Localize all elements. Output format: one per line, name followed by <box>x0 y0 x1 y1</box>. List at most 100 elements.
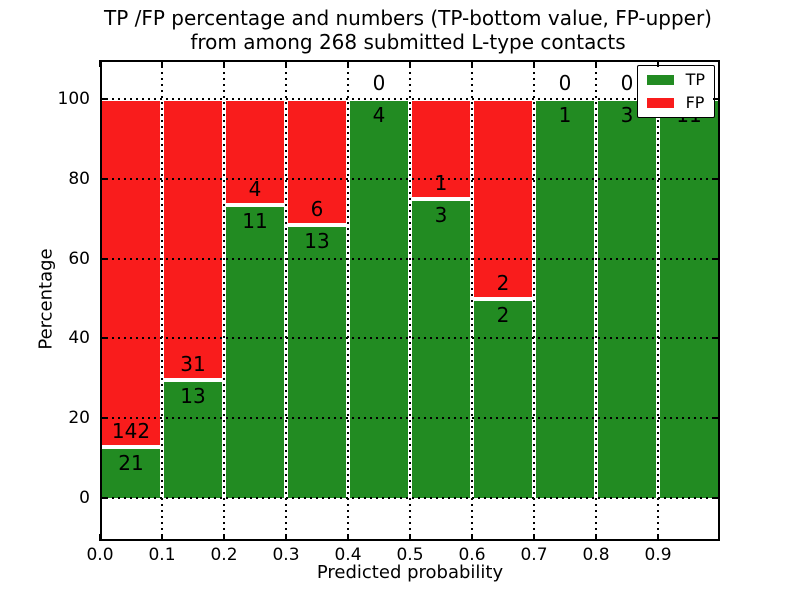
y-tick-label: 20 <box>68 408 90 429</box>
tp-bar-segment <box>286 225 348 500</box>
y-gridline <box>100 497 720 499</box>
x-tick-mark <box>409 534 411 541</box>
x-tick-mark <box>161 534 163 541</box>
fp-bar-segment <box>286 99 348 225</box>
x-tick-mark <box>285 60 287 67</box>
x-tick-label: 0.3 <box>272 545 300 565</box>
legend-item-tp: TP <box>646 70 705 89</box>
x-tick-label: 0.9 <box>644 545 672 565</box>
fp-bar-segment <box>224 99 286 206</box>
fp-bar-segment <box>100 99 162 447</box>
fp-count-label: 0 <box>620 71 634 95</box>
tp-bar-segment <box>162 380 224 500</box>
x-gridline <box>347 60 349 541</box>
x-gridline <box>595 60 597 541</box>
tp-bar-segment <box>472 298 534 500</box>
y-gridline <box>100 98 720 100</box>
x-tick-mark <box>347 534 349 541</box>
y-tick-mark <box>713 497 720 499</box>
y-gridline <box>100 417 720 420</box>
x-gridline <box>657 60 659 541</box>
tp-bar-segment <box>658 99 720 500</box>
y-tick-mark <box>100 177 107 180</box>
tp-count-label: 13 <box>304 229 330 253</box>
y-tick-mark <box>100 98 107 100</box>
x-tick-mark <box>595 60 597 67</box>
fp-count-label: 1 <box>434 170 448 195</box>
x-tick-label: 0.5 <box>396 545 424 565</box>
y-tick-mark <box>100 337 107 340</box>
tp-count-label: 11 <box>242 209 268 234</box>
x-tick-mark <box>471 60 473 67</box>
y-tick-mark <box>713 417 720 420</box>
x-tick-mark <box>99 534 101 541</box>
y-tick-label: 40 <box>68 328 90 349</box>
x-tick-label: 0.6 <box>458 545 486 565</box>
x-tick-mark <box>533 60 535 67</box>
x-tick-mark <box>533 534 535 541</box>
tp-legend-label: TP <box>685 70 705 89</box>
legend-item-fp: FP <box>646 93 705 112</box>
tp-bar-segment <box>224 205 286 500</box>
y-tick-mark <box>713 257 720 260</box>
x-tick-label: 0.2 <box>210 545 238 565</box>
x-tick-mark <box>161 60 163 67</box>
tp-count-label: 13 <box>180 384 206 409</box>
y-gridline <box>100 337 720 340</box>
x-tick-mark <box>285 534 287 541</box>
legend: TP FP <box>636 65 715 118</box>
y-tick-mark <box>100 257 107 260</box>
tp-count-label: 1 <box>558 103 572 127</box>
tp-bar-segment <box>410 198 472 500</box>
x-tick-mark <box>409 60 411 67</box>
x-tick-label: 0.8 <box>582 545 610 565</box>
x-tick-label: 0.0 <box>86 545 114 565</box>
tp-count-label: 3 <box>434 202 448 227</box>
x-tick-mark <box>471 534 473 541</box>
tp-count-label: 2 <box>496 302 510 327</box>
x-gridline <box>161 60 163 541</box>
tp-count-label: 3 <box>620 103 634 127</box>
y-tick-mark <box>713 98 720 100</box>
x-gridline <box>285 60 287 541</box>
x-tick-label: 0.4 <box>334 545 362 565</box>
x-tick-mark <box>223 60 225 67</box>
y-tick-label: 0 <box>79 488 90 508</box>
fp-legend-label: FP <box>685 93 705 112</box>
y-gridline <box>100 177 720 180</box>
fp-count-label: 6 <box>310 197 324 221</box>
fp-legend-swatch <box>646 98 674 108</box>
y-tick-label: 80 <box>68 168 90 189</box>
x-gridline <box>471 60 473 541</box>
fp-count-label: 0 <box>372 71 386 95</box>
tp-bar-segment <box>348 99 410 500</box>
x-gridline <box>533 60 535 541</box>
y-gridline <box>100 257 720 260</box>
x-tick-mark <box>657 534 659 541</box>
x-tick-label: 0.7 <box>520 545 548 565</box>
y-tick-label: 100 <box>57 89 90 109</box>
fp-count-label: 2 <box>496 270 510 295</box>
chart-title-line1: TP /FP percentage and numbers (TP-bottom… <box>104 6 712 30</box>
y-tick-mark <box>713 337 720 340</box>
x-tick-mark <box>99 60 101 67</box>
tp-count-label: 4 <box>372 103 386 127</box>
x-axis-label: Predicted probability <box>316 562 504 583</box>
tp-bar-segment <box>534 99 596 500</box>
x-gridline <box>409 60 411 541</box>
x-tick-mark <box>657 60 659 67</box>
x-tick-mark <box>347 60 349 67</box>
tp-bar-segment <box>596 99 658 500</box>
y-tick-mark <box>713 177 720 180</box>
y-tick-mark <box>100 417 107 420</box>
y-tick-mark <box>100 497 107 499</box>
x-tick-mark <box>223 534 225 541</box>
tp-count-label: 21 <box>118 450 144 475</box>
chart-title-line2: from among 268 submitted L-type contacts <box>190 30 626 54</box>
fp-count-label: 0 <box>558 71 572 95</box>
tp-legend-swatch <box>646 75 674 85</box>
fp-count-label: 31 <box>180 352 206 377</box>
fp-count-label: 142 <box>111 418 151 443</box>
plot-area: TP FP 1422131134116130413220103011 <box>99 60 720 541</box>
x-tick-label: 0.1 <box>148 545 176 565</box>
